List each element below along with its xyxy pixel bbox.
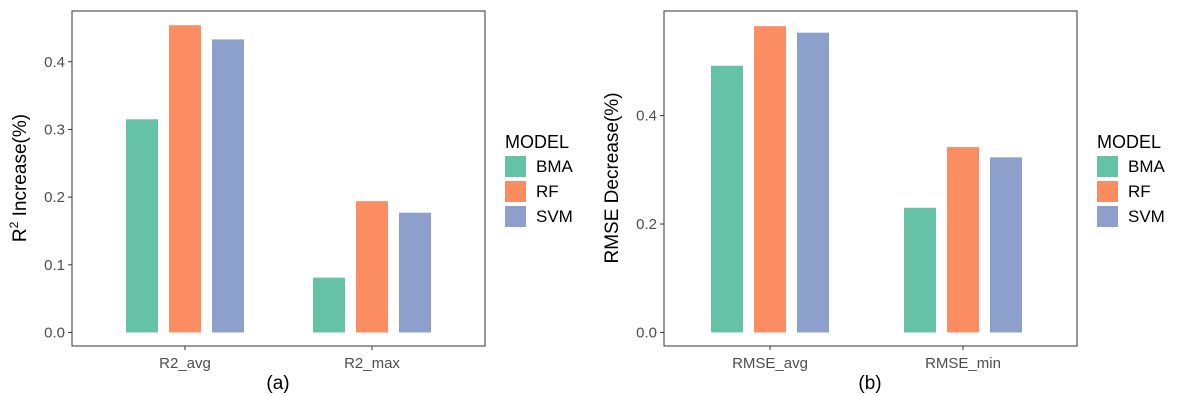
legend-label-svm: SVM [1128, 207, 1165, 226]
x-tick-label: R2_max [344, 355, 400, 372]
y-tick-label: 0.0 [636, 324, 657, 341]
bar-rf-rmse_min [947, 147, 979, 333]
panel-a-y-ticks: 0.0 0.1 0.2 0.3 0.4 [44, 54, 72, 341]
bar-bma-r2_avg [126, 119, 158, 333]
legend-key-bma [1097, 156, 1118, 177]
legend-label-rf: RF [536, 182, 559, 201]
x-tick-label: RMSE_min [925, 355, 1001, 372]
y-tick-label: 0.1 [44, 257, 65, 274]
panel-a-bars [126, 25, 431, 333]
panel-a-ylabel-sup: 2 [7, 221, 21, 228]
y-tick-label: 0.3 [44, 121, 65, 138]
legend-label-rf: RF [1128, 182, 1151, 201]
panel-a: 0.0 0.1 0.2 0.3 0.4 R2_avg R2_max R2 Increase… [7, 10, 574, 394]
y-tick-label: 0.2 [636, 216, 657, 233]
legend-key-bma [505, 156, 526, 177]
panel-b-y-ticks: 0.0 0.2 0.4 [636, 108, 664, 341]
bar-bma-rmse_avg [711, 65, 743, 333]
legend-key-svm [1097, 206, 1118, 227]
panel-a-legend: BMA RF SVM [505, 156, 574, 227]
y-tick-label: 0.0 [44, 324, 65, 341]
panel-a-legend-title: MODEL [505, 132, 569, 152]
panel-b-bars [711, 26, 1022, 333]
panel-b-y-axis-title: RMSE Decrease(%) [602, 92, 623, 263]
panel-b-x-ticks: RMSE_avg RMSE_min [732, 346, 1001, 372]
panel-b-label: (b) [858, 373, 881, 394]
legend-label-bma: BMA [536, 157, 574, 176]
x-tick-label: R2_avg [159, 355, 211, 372]
bar-svm-r2_max [399, 212, 431, 333]
panel-a-ylabel-base: R [10, 228, 31, 242]
bar-bma-r2_max [313, 277, 345, 333]
legend-key-rf [1097, 181, 1118, 202]
panel-b-legend: BMA RF SVM [1097, 156, 1166, 227]
bar-rf-r2_max [356, 201, 388, 333]
panel-a-label: (a) [266, 373, 289, 394]
panel-b: 0.0 0.2 0.4 RMSE_avg RMSE_min RMSE Decrease… [602, 10, 1166, 394]
legend-key-svm [505, 206, 526, 227]
y-tick-label: 0.4 [636, 108, 657, 125]
bar-rf-rmse_avg [754, 26, 786, 333]
y-tick-label: 0.2 [44, 189, 65, 206]
bar-svm-rmse_avg [797, 32, 829, 333]
panel-a-x-ticks: R2_avg R2_max [159, 346, 400, 372]
legend-label-bma: BMA [1128, 157, 1166, 176]
panel-a-y-axis-title: R2 Increase(%) [7, 114, 31, 242]
bar-svm-r2_avg [212, 39, 244, 333]
bar-svm-rmse_min [990, 157, 1022, 333]
legend-key-rf [505, 181, 526, 202]
bar-bma-rmse_min [904, 207, 936, 333]
panel-b-legend-title: MODEL [1097, 132, 1161, 152]
panel-a-ylabel-rest: Increase(%) [10, 114, 31, 222]
bar-rf-r2_avg [169, 25, 201, 333]
x-tick-label: RMSE_avg [732, 355, 808, 372]
legend-label-svm: SVM [536, 207, 573, 226]
y-tick-label: 0.4 [44, 54, 65, 71]
